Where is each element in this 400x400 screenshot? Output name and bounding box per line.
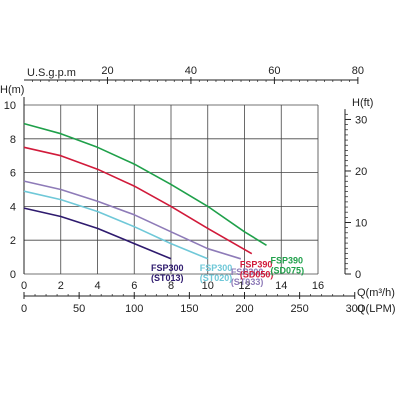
x-tick-label-m3h: 2: [58, 280, 64, 292]
x-tick-label-m3h: 6: [131, 280, 137, 292]
y-tick-label: 6: [10, 168, 16, 180]
x-tick-label-m3h: 14: [275, 280, 287, 292]
x-tick-label-m3h: 8: [168, 280, 174, 292]
y-tick-label: 8: [10, 134, 16, 146]
ft-tick-label: 10: [355, 217, 367, 229]
ft-tick-label: 30: [355, 114, 367, 126]
series-label-line: (SD050): [240, 270, 274, 280]
series-lines: [23, 122, 267, 260]
x-tick-label-m3h: 16: [312, 280, 324, 292]
lpm-tick-label: 300: [346, 303, 364, 315]
y-tick-label: 10: [4, 100, 16, 112]
series-label-line: FSP300: [231, 267, 264, 277]
ft-tick-label: 0: [355, 269, 361, 281]
x-tick-label-m3h: 0: [21, 280, 27, 292]
y-tick-label: 0: [10, 269, 16, 281]
x-axis-title-usgpm: U.S.g.p.m: [27, 67, 76, 79]
series-labels: FSP300 (ST013)FSP300 (ST020)FSP300 (ST033)F…: [151, 255, 304, 287]
lpm-tick-label: 200: [235, 303, 253, 315]
usgpm-tick-label: 60: [268, 65, 280, 77]
series-label-line: (ST013): [151, 273, 184, 283]
usgpm-tick-label: 80: [352, 65, 364, 77]
series-label-line: FSP300: [151, 263, 184, 273]
y-tick-label: 4: [10, 201, 16, 213]
series-label: FSP300 (ST013): [151, 263, 184, 283]
series-line: [23, 190, 209, 260]
y-tick-label: 2: [10, 235, 16, 247]
lpm-tick-label: 100: [125, 303, 143, 315]
lpm-tick-label: 150: [180, 303, 198, 315]
series-label-line: (ST033): [231, 277, 264, 287]
x-tick-label-m3h: 4: [94, 280, 100, 292]
series-label-line: (SD075): [271, 265, 305, 275]
x-axis-title-m3h: Q(m³/h): [357, 287, 395, 299]
y-axis-title-meters: H(m): [0, 84, 24, 96]
series-label: FSP300 (ST033): [231, 267, 264, 287]
series-label-line: (ST020): [200, 273, 233, 283]
series-label-line: FSP390: [240, 260, 273, 270]
series-label: FSP300 (ST020): [200, 263, 233, 283]
lpm-tick-label: 0: [21, 303, 27, 315]
series-label: FSP390 (SD075): [271, 255, 305, 275]
grid: [23, 104, 319, 275]
series-label-line: FSP390: [271, 255, 304, 265]
usgpm-tick-label: 20: [101, 65, 113, 77]
series-line: [23, 146, 253, 255]
lpm-tick-label: 250: [290, 303, 308, 315]
x-tick-label-m3h: 10: [202, 280, 214, 292]
series-line: [23, 207, 172, 260]
x-tick-label-m3h: 12: [238, 280, 250, 292]
series-line: [23, 122, 267, 246]
lpm-tick-label: 50: [73, 303, 85, 315]
series-line: [23, 180, 242, 260]
usgpm-tick-label: 40: [185, 65, 197, 77]
x-axis-title-lpm: Q(LPM): [357, 303, 396, 315]
y-axis-title-feet: H(ft): [352, 97, 373, 109]
series-label-line: FSP300: [200, 263, 233, 273]
ft-tick-label: 20: [355, 166, 367, 178]
series-label: FSP390 (SD050): [240, 260, 274, 280]
